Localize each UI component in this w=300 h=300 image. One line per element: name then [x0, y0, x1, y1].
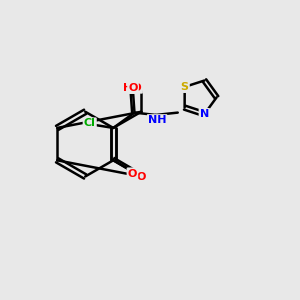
- Text: NH: NH: [148, 115, 167, 125]
- Text: N: N: [200, 109, 209, 119]
- Text: Cl: Cl: [84, 118, 96, 128]
- Text: O: O: [128, 169, 137, 178]
- Text: HO: HO: [123, 82, 142, 93]
- Text: O: O: [128, 83, 138, 93]
- Text: O: O: [136, 172, 146, 182]
- Text: S: S: [181, 82, 189, 92]
